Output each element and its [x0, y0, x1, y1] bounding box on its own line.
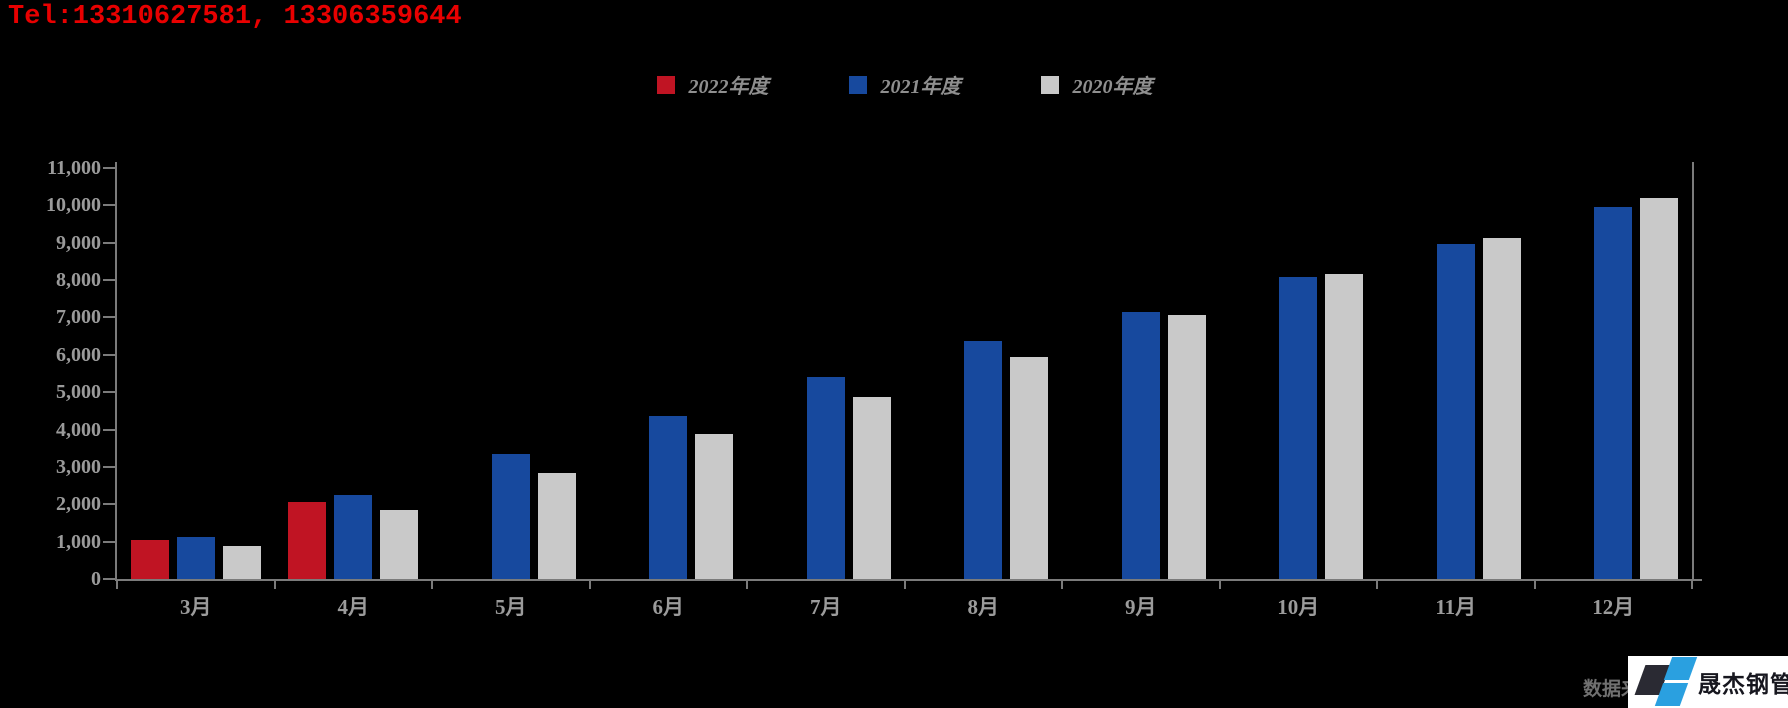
x-axis-label-8月: 8月 — [967, 595, 1000, 619]
bar-2022年度-3月 — [130, 540, 169, 579]
legend-swatch-2022 — [656, 75, 675, 94]
x-tick-mark — [1533, 581, 1536, 589]
y-tick-label: 7,000 — [56, 306, 101, 329]
bar-group-9月: 9月 — [1062, 168, 1220, 619]
legend-label-2021: 2021年度 — [880, 76, 961, 98]
bar-group-6月: 6月 — [590, 168, 748, 619]
bar-2021年度-12月 — [1594, 207, 1633, 579]
y-tick-label: 0 — [91, 568, 101, 590]
x-axis-label-6月: 6月 — [652, 595, 685, 619]
x-tick-mark — [116, 581, 118, 589]
y-tick-mark — [103, 465, 115, 468]
x-tick-mark — [1691, 581, 1693, 589]
y-tick-mark — [103, 540, 115, 543]
plot-area: 0 1,000 2,000 3,000 4,000 5,000 6,000 7,000 8,00… — [46, 157, 1702, 619]
bar-2020年度-4月 — [380, 510, 419, 579]
y-tick-mark — [103, 204, 115, 207]
bar-2021年度-8月 — [964, 341, 1003, 579]
tel-text: Tel:13310627581, 13306359644 — [8, 2, 462, 32]
bar-2021年度-6月 — [649, 416, 688, 579]
logo-blue-parallelogram-icon — [1663, 657, 1698, 680]
bar-2020年度-6月 — [695, 434, 734, 579]
x-tick-mark — [1376, 581, 1378, 589]
y-tick-label: 3,000 — [56, 455, 101, 478]
y-tick-mark — [103, 241, 115, 244]
y-tick-label: 4,000 — [56, 418, 101, 441]
x-tick-mark — [1061, 581, 1063, 589]
right-axis-line — [1692, 162, 1694, 581]
y-tick-label: 8,000 — [56, 269, 101, 292]
x-axis-label-3月: 3月 — [180, 595, 212, 619]
bar-group-12月: 12月 — [1535, 168, 1693, 619]
y-tick-mark — [103, 428, 115, 431]
bar-2020年度-5月 — [537, 473, 576, 579]
bar-2020年度-12月 — [1640, 198, 1679, 579]
x-axis-label-10月: 10月 — [1277, 595, 1320, 619]
legend-item-2021: 2021年度 — [848, 70, 961, 99]
logo-text: 晟杰钢管 — [1698, 672, 1788, 697]
x-tick-mark — [1218, 581, 1221, 589]
bar-2021年度-9月 — [1121, 312, 1160, 579]
legend-label-2020: 2020年度 — [1072, 76, 1153, 98]
bar-2020年度-10月 — [1325, 274, 1364, 579]
x-axis-line — [115, 579, 1702, 581]
bar-group-5月: 5月 — [432, 168, 590, 619]
y-tick-mark — [103, 353, 115, 356]
x-axis-label-12月: 12月 — [1592, 595, 1635, 619]
legend-label-2022: 2022年度 — [688, 76, 769, 98]
y-axis-line — [115, 162, 117, 581]
y-tick-label: 11,000 — [47, 157, 101, 179]
chart-legend: 2022年度 2021年度 2020年度 — [117, 70, 1692, 99]
x-tick-mark — [431, 581, 433, 589]
y-tick-label: 1,000 — [56, 530, 101, 553]
y-tick-label: 9,000 — [56, 231, 101, 254]
y-tick-label: 6,000 — [56, 343, 101, 366]
bar-2021年度-5月 — [491, 454, 530, 579]
bar-2021年度-4月 — [334, 495, 373, 579]
y-tick-mark — [103, 279, 115, 282]
bar-2021年度-7月 — [806, 377, 845, 579]
bar-2020年度-7月 — [852, 397, 891, 579]
x-tick-mark — [273, 581, 276, 589]
y-tick-mark — [103, 391, 115, 394]
bar-group-8月: 8月 — [905, 168, 1063, 619]
y-tick-label: 2,000 — [56, 493, 101, 516]
bar-group-11月: 11月 — [1377, 168, 1535, 619]
bar-group-10月: 10月 — [1220, 168, 1378, 619]
legend-swatch-2021 — [848, 75, 867, 94]
bar-2022年度-4月 — [288, 502, 327, 579]
source-text: 数据来 — [1583, 679, 1641, 700]
x-tick-mark — [746, 581, 748, 589]
bar-group-3月: 3月 — [117, 168, 275, 619]
y-tick-mark — [103, 167, 115, 169]
bar-group-7月: 7月 — [747, 168, 905, 619]
legend-item-2022: 2022年度 — [656, 70, 769, 99]
y-tick-label: 5,000 — [56, 381, 101, 404]
legend-swatch-2020 — [1040, 75, 1059, 94]
y-tick-label: 10,000 — [46, 194, 101, 217]
bar-2020年度-9月 — [1167, 315, 1206, 579]
x-axis-label-7月: 7月 — [810, 595, 842, 619]
y-tick-mark — [103, 316, 115, 319]
y-tick-mark — [103, 503, 115, 506]
bar-2021年度-11月 — [1436, 244, 1475, 579]
bar-2020年度-3月 — [222, 546, 261, 579]
x-tick-mark — [903, 581, 906, 589]
legend-item-2020: 2020年度 — [1040, 70, 1153, 99]
x-axis-label-9月: 9月 — [1125, 595, 1157, 619]
bar-2020年度-8月 — [1010, 357, 1049, 579]
bar-2020年度-11月 — [1482, 238, 1521, 579]
watermark-logo: 晟杰钢管 — [1628, 656, 1788, 708]
x-axis-label-5月: 5月 — [495, 595, 527, 619]
y-tick-mark — [103, 578, 115, 580]
x-axis-label-11月: 11月 — [1435, 595, 1477, 619]
bar-group-4月: 4月 — [275, 168, 433, 619]
bar-2021年度-3月 — [176, 537, 215, 579]
x-tick-mark — [588, 581, 591, 589]
bar-2021年度-10月 — [1279, 277, 1318, 579]
x-axis-label-4月: 4月 — [337, 595, 370, 619]
